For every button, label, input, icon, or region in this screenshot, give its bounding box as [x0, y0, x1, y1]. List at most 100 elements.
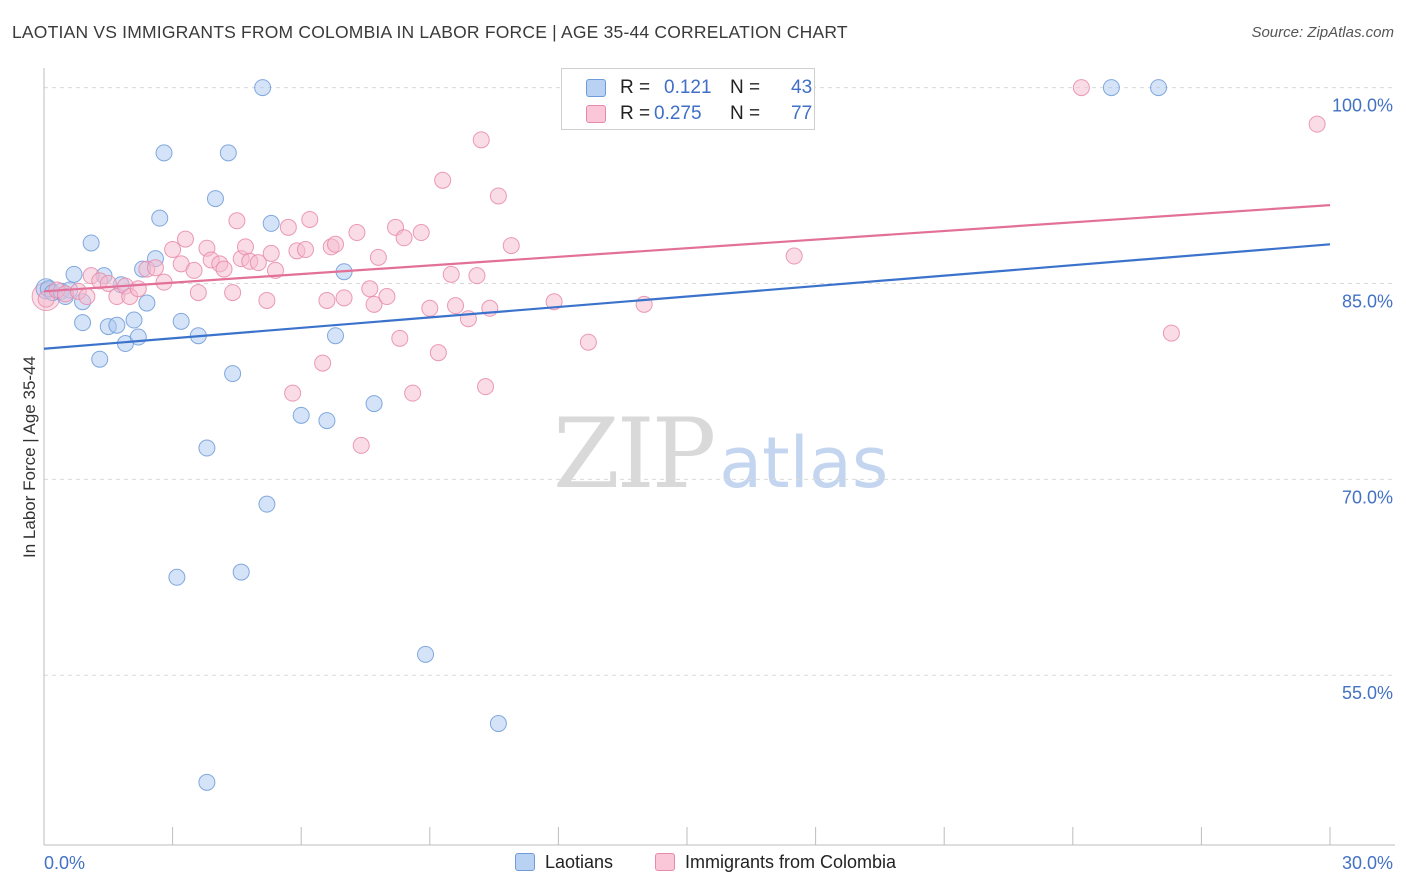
- r-label: R =: [620, 103, 651, 124]
- data-point-laotians: [108, 316, 126, 334]
- data-point-colombia: [236, 238, 254, 256]
- r-label: R =: [620, 77, 651, 98]
- data-point-laotians: [232, 563, 250, 581]
- chart-title: LAOTIAN VS IMMIGRANTS FROM COLOMBIA IN L…: [12, 22, 848, 42]
- data-point-colombia: [468, 267, 486, 285]
- trend-line-colombia: [43, 204, 1331, 293]
- data-point-colombia: [489, 187, 507, 205]
- data-point-colombia: [279, 218, 297, 236]
- data-point-laotians: [292, 406, 310, 424]
- data-point-colombia: [447, 297, 465, 315]
- data-point-colombia: [785, 247, 803, 265]
- y-tick-label: 55.0%: [1342, 683, 1393, 703]
- y-tick-label: 85.0%: [1342, 291, 1393, 311]
- data-point-colombia: [318, 291, 336, 309]
- data-point-colombia: [442, 265, 460, 283]
- y-tick-label: 70.0%: [1342, 487, 1393, 507]
- data-points: [31, 79, 1326, 791]
- r-value-laotians: 0.121: [664, 77, 712, 98]
- data-point-colombia: [365, 295, 383, 313]
- data-point-laotians: [198, 773, 216, 791]
- trend-line-laotians: [43, 243, 1331, 350]
- data-point-laotians: [138, 294, 156, 312]
- data-point-laotians: [365, 395, 383, 413]
- data-point-colombia: [266, 261, 284, 279]
- data-point-colombia: [545, 293, 563, 311]
- data-point-laotians: [262, 214, 280, 232]
- data-point-laotians: [172, 312, 190, 330]
- data-point-colombia: [378, 288, 396, 306]
- data-point-laotians: [224, 365, 242, 383]
- data-point-colombia: [1162, 324, 1180, 342]
- data-point-colombia: [335, 289, 353, 307]
- bottom-legend-colombia: Immigrants from Colombia: [655, 852, 896, 873]
- data-point-colombia: [78, 288, 96, 306]
- data-point-colombia: [477, 378, 495, 396]
- data-point-colombia: [352, 436, 370, 454]
- data-point-colombia: [369, 248, 387, 266]
- legend-swatch-pink: [586, 105, 606, 123]
- data-point-laotians: [74, 314, 92, 332]
- data-point-colombia: [1308, 115, 1326, 133]
- data-point-colombia: [284, 384, 302, 402]
- axes: [43, 68, 1395, 846]
- data-point-laotians: [198, 439, 216, 457]
- data-point-colombia: [502, 237, 520, 255]
- data-point-laotians: [326, 327, 344, 345]
- data-point-colombia: [176, 230, 194, 248]
- data-point-colombia: [224, 284, 242, 302]
- data-point-laotians: [206, 190, 224, 208]
- legend-swatch-blue: [586, 79, 606, 97]
- n-value-laotians: 43: [791, 77, 813, 98]
- data-point-laotians: [168, 568, 186, 586]
- trend-lines: [43, 204, 1331, 350]
- data-point-laotians: [91, 350, 109, 368]
- data-point-colombia: [412, 224, 430, 242]
- legend-label-laotians: Laotians: [545, 852, 614, 872]
- data-point-colombia: [258, 291, 276, 309]
- y-tick-label: 100.0%: [1332, 96, 1393, 116]
- source-credit: Source: ZipAtlas.com: [1251, 24, 1394, 41]
- data-point-colombia: [228, 212, 246, 230]
- data-point-colombia: [189, 284, 207, 302]
- data-point-laotians: [65, 265, 83, 283]
- data-point-colombia: [434, 171, 452, 189]
- data-point-laotians: [125, 311, 143, 329]
- data-point-laotians: [489, 715, 507, 733]
- data-point-colombia: [472, 131, 490, 149]
- data-point-colombia: [326, 235, 344, 253]
- n-label: N =: [730, 103, 761, 124]
- data-point-laotians: [82, 234, 100, 252]
- data-point-colombia: [361, 280, 379, 298]
- data-point-colombia: [348, 224, 366, 242]
- x-tick-label: 0.0%: [44, 853, 85, 873]
- n-value-colombia: 77: [791, 103, 813, 124]
- data-point-colombia: [395, 229, 413, 247]
- data-point-colombia: [429, 344, 447, 362]
- data-point-laotians: [151, 209, 169, 227]
- data-point-colombia: [314, 354, 332, 372]
- legend-swatch-blue: [515, 853, 535, 871]
- data-point-colombia: [579, 333, 597, 351]
- data-point-colombia: [146, 259, 164, 277]
- x-tick-label: 30.0%: [1342, 853, 1393, 873]
- data-point-colombia: [296, 241, 314, 259]
- data-point-laotians: [254, 79, 272, 97]
- data-point-laotians: [258, 495, 276, 513]
- data-point-colombia: [164, 241, 182, 259]
- data-point-laotians: [1150, 79, 1168, 97]
- data-point-laotians: [417, 645, 435, 663]
- data-point-colombia: [404, 384, 422, 402]
- data-point-colombia: [215, 260, 233, 278]
- bottom-legend-laotians: Laotians: [515, 852, 613, 873]
- data-point-colombia: [185, 261, 203, 279]
- data-point-colombia: [1072, 79, 1090, 97]
- data-point-colombia: [129, 280, 147, 298]
- data-point-laotians: [318, 412, 336, 430]
- data-point-colombia: [249, 254, 267, 272]
- data-point-colombia: [301, 210, 319, 228]
- correlation-legend: R = 0.121 N = 43 R = 0.275 N = 77: [561, 68, 815, 130]
- tick-labels: 100.0% 85.0% 70.0% 55.0% 0.0% 30.0%: [44, 96, 1393, 873]
- data-point-colombia: [391, 329, 409, 347]
- n-label: N =: [730, 77, 761, 98]
